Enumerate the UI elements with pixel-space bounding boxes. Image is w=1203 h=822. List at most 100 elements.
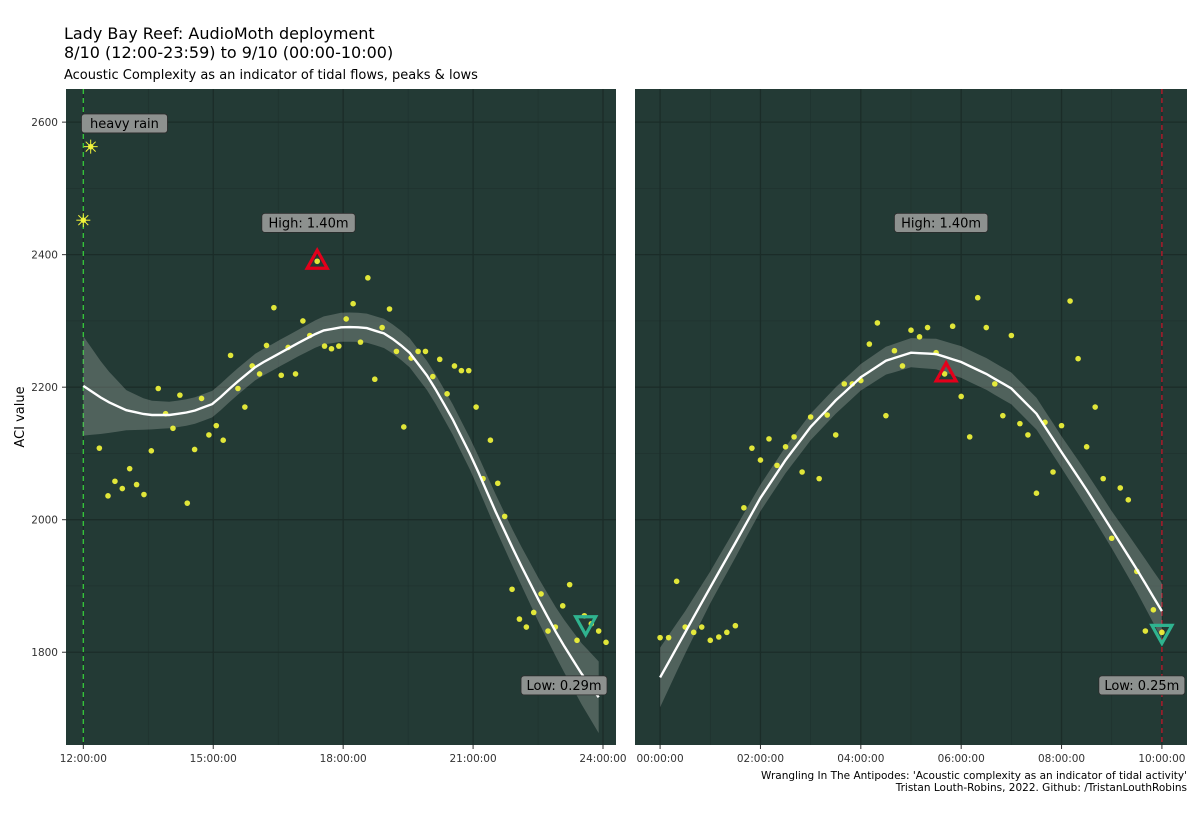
data-point [119, 485, 126, 492]
data-point [530, 609, 537, 616]
x-tick-label: 12:00:00 [60, 753, 107, 765]
data-point [1125, 497, 1132, 503]
data-point [148, 447, 155, 454]
starburst-ray [82, 214, 89, 221]
data-point [473, 404, 479, 410]
data-point [155, 385, 162, 392]
annotation-box [894, 212, 989, 233]
data-point [799, 469, 805, 475]
data-point [559, 603, 566, 609]
data-point [271, 304, 277, 311]
data-point [170, 425, 176, 432]
starburst-ray [82, 219, 89, 226]
data-point [1092, 404, 1098, 410]
annotation-label: High: 1.40m [261, 212, 356, 233]
data-point [321, 343, 328, 349]
data-point [732, 622, 739, 629]
data-point [300, 318, 306, 324]
annotation-text: heavy rain [90, 117, 159, 132]
panel-background [66, 89, 616, 745]
data-point [690, 629, 697, 636]
starburst-ray [90, 141, 96, 148]
data-point [1050, 469, 1056, 475]
data-point [487, 437, 494, 443]
low-tide-marker [1149, 623, 1175, 647]
high-tide-marker [933, 359, 959, 383]
data-point [133, 481, 140, 488]
data-point [1100, 475, 1106, 482]
annotation-text: Low: 0.25m [1104, 679, 1179, 694]
data-point [841, 381, 848, 387]
data-point [206, 432, 212, 438]
data-point [816, 475, 822, 482]
panel-left: heavy rain High: 1.40m Low: 0.29m 12:00:00 1… [13, 89, 627, 765]
caption-line1: Wrangling In The Antipodes: 'Acoustic co… [761, 770, 1187, 782]
data-point [465, 367, 472, 374]
data-point [538, 591, 544, 597]
data-point [1083, 444, 1090, 450]
data-point [400, 424, 407, 430]
data-point [141, 491, 147, 498]
y-tick-label: 2600 [31, 117, 58, 129]
data-point [328, 345, 335, 352]
data-point [1017, 420, 1023, 427]
data-point [451, 363, 458, 369]
data-point [1033, 490, 1040, 497]
data-point [824, 412, 830, 418]
x-tick-label: 06:00:00 [938, 753, 985, 765]
data-point [371, 376, 378, 383]
data-point [766, 436, 772, 442]
data-point [657, 634, 663, 641]
annotation-box [1098, 675, 1186, 696]
data-point [386, 306, 393, 312]
data-point [1117, 485, 1124, 491]
rain-starburst [76, 213, 91, 228]
data-point [198, 395, 205, 402]
data-point [673, 578, 680, 585]
data-point [891, 347, 898, 354]
y-tick-label: 2400 [31, 250, 58, 262]
data-point [256, 371, 263, 377]
data-point [1150, 607, 1157, 613]
data-point [665, 634, 672, 641]
starburst-ray [90, 146, 96, 152]
data-point [1058, 422, 1065, 429]
x-tick-label: 08:00:00 [1038, 753, 1085, 765]
y-tick-label: 2200 [31, 382, 58, 394]
data-point [112, 478, 118, 485]
data-point [791, 434, 797, 440]
low-tide-marker [572, 615, 599, 639]
data-point [1108, 535, 1115, 542]
data-point [1025, 432, 1031, 438]
data-point [1159, 629, 1165, 636]
data-point [574, 637, 580, 644]
data-point [379, 324, 385, 331]
data-point [899, 363, 906, 369]
data-point [422, 348, 429, 355]
data-point [126, 465, 133, 472]
data-point [949, 323, 956, 330]
x-tick-label: 18:00:00 [320, 753, 367, 765]
data-point [436, 356, 443, 363]
data-point [235, 385, 241, 392]
annotation-box [261, 212, 356, 233]
data-point [184, 500, 191, 506]
data-point [992, 381, 998, 387]
annotation-text: High: 1.40m [269, 216, 349, 231]
data-point [220, 437, 227, 443]
annotation-text: High: 1.40m [901, 216, 981, 231]
data-point [716, 634, 722, 640]
data-point [96, 445, 103, 451]
data-point [430, 373, 436, 380]
data-point [415, 348, 421, 355]
data-point [782, 444, 789, 450]
data-point [566, 581, 573, 588]
data-point [866, 341, 873, 347]
x-tick-label: 00:00:00 [637, 753, 684, 765]
x-tick-label: 10:00:00 [1138, 753, 1185, 765]
data-point [177, 392, 183, 398]
y-tick-label: 1800 [31, 647, 58, 659]
rain-starburst [83, 139, 98, 154]
chart-title-line1: Lady Bay Reef: AudioMoth deployment [64, 24, 375, 43]
y-tick-label: 2000 [31, 515, 58, 527]
